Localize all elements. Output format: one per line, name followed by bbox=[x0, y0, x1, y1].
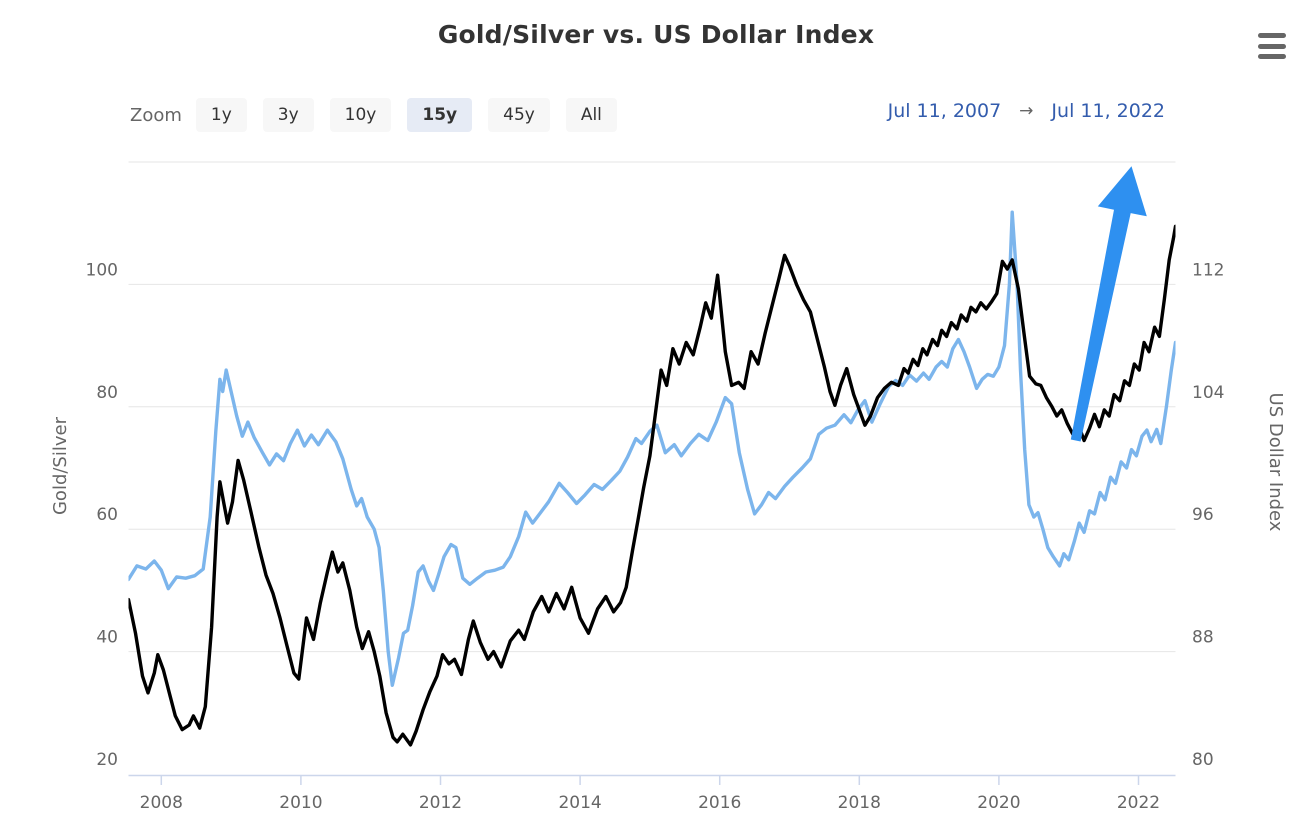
x-axis-label: 2008 bbox=[140, 793, 183, 813]
range-selector-toolbar: Zoom 1y 3y 10y 15y 45y All bbox=[130, 96, 1172, 134]
date-to-input[interactable]: Jul 11, 2022 bbox=[1051, 100, 1165, 122]
y-left-axis-title: Gold/Silver bbox=[50, 416, 71, 515]
zoom-button-45y[interactable]: 45y bbox=[488, 98, 550, 132]
x-axis-label: 2012 bbox=[419, 793, 462, 813]
y-right-axis-title: US Dollar Index bbox=[1265, 393, 1286, 532]
zoom-button-all[interactable]: All bbox=[565, 98, 617, 132]
x-axis-label: 2010 bbox=[279, 793, 322, 813]
zoom-button-10y[interactable]: 10y bbox=[329, 98, 392, 132]
y-right-label: 112 bbox=[1192, 260, 1224, 280]
y-left-label: 20 bbox=[96, 750, 118, 770]
chart-context-menu-button[interactable] bbox=[1258, 33, 1288, 59]
series-line-gold-silver bbox=[128, 210, 1176, 687]
zoom-button-15y[interactable]: 15y bbox=[407, 98, 473, 132]
y-right-label: 104 bbox=[1192, 383, 1224, 403]
y-left-label: 60 bbox=[96, 505, 118, 525]
date-from-input[interactable]: Jul 11, 2007 bbox=[887, 100, 1002, 122]
y-right-label: 80 bbox=[1192, 750, 1214, 770]
x-axis-label: 2016 bbox=[698, 793, 741, 813]
date-range-arrow-icon: → bbox=[1019, 101, 1034, 121]
y-left-label: 80 bbox=[96, 383, 118, 403]
hamburger-icon bbox=[1258, 33, 1286, 38]
y-right-label: 96 bbox=[1192, 505, 1214, 525]
x-axis-label: 2018 bbox=[838, 793, 881, 813]
date-range-display: Jul 11, 2007 → Jul 11, 2022 bbox=[888, 100, 1165, 122]
zoom-button-1y[interactable]: 1y bbox=[195, 98, 247, 132]
x-axis-label: 2022 bbox=[1117, 793, 1160, 813]
annotation-arrow-icon bbox=[1070, 166, 1147, 442]
zoom-button-3y[interactable]: 3y bbox=[262, 98, 314, 132]
zoom-label: Zoom bbox=[130, 104, 182, 126]
x-axis-label: 2014 bbox=[558, 793, 601, 813]
y-right-label: 88 bbox=[1192, 628, 1214, 648]
y-left-label: 100 bbox=[86, 260, 118, 280]
hamburger-icon bbox=[1258, 43, 1286, 49]
x-axis-label: 2020 bbox=[977, 793, 1020, 813]
page-title: Gold/Silver vs. US Dollar Index bbox=[437, 20, 875, 49]
series-line-us-dollar-index bbox=[128, 224, 1176, 747]
hamburger-icon bbox=[1258, 54, 1286, 59]
y-left-label: 40 bbox=[96, 628, 118, 648]
